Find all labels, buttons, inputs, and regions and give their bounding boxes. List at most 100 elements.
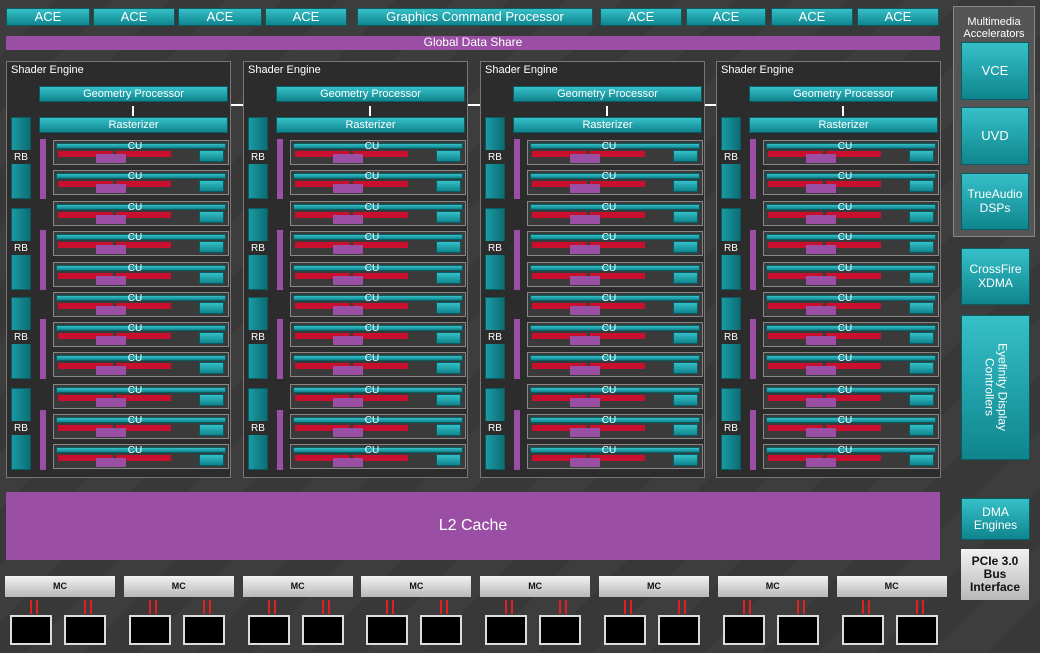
cu-cache xyxy=(673,362,698,374)
cu-purple xyxy=(333,428,363,437)
cu-label: CU xyxy=(127,384,143,396)
memory-arrow xyxy=(505,600,508,614)
cu-label: CU xyxy=(127,170,143,182)
cu-lanes xyxy=(590,212,645,218)
purple-strip xyxy=(514,319,520,379)
memory-chip xyxy=(722,615,765,645)
cu-lanes xyxy=(826,303,881,309)
ace: ACE xyxy=(93,8,175,26)
cu-purple xyxy=(806,215,836,224)
cu-label: CU xyxy=(364,170,380,182)
rasterizer: Rasterizer xyxy=(39,117,228,133)
rb-label: RB xyxy=(247,330,269,344)
cu-cache xyxy=(199,272,224,284)
cu-lanes xyxy=(768,242,823,248)
cu-lanes xyxy=(116,273,171,279)
cu-bar xyxy=(56,387,226,393)
cu-cache xyxy=(199,424,224,436)
cu-lanes xyxy=(826,395,881,401)
cu-lanes xyxy=(768,273,823,279)
cu-purple xyxy=(96,306,126,315)
cu-cache xyxy=(199,150,224,162)
cu-cache xyxy=(199,362,224,374)
cu-purple xyxy=(333,398,363,407)
cu-bar xyxy=(293,173,463,179)
cu-lanes xyxy=(353,273,408,279)
cu-purple xyxy=(806,154,836,163)
cu-cache xyxy=(909,180,934,192)
rasterizer: Rasterizer xyxy=(513,117,702,133)
memory-arrow xyxy=(273,600,276,614)
rb-label: RB xyxy=(10,241,32,255)
cu-bar xyxy=(56,143,226,149)
cu-lanes xyxy=(295,395,350,401)
cu-bar xyxy=(766,447,936,453)
cu-label: CU xyxy=(601,201,617,213)
cu-purple xyxy=(96,366,126,375)
cu-label: CU xyxy=(364,444,380,456)
cu-cache xyxy=(436,394,461,406)
cu-cache xyxy=(909,424,934,436)
cu-bar xyxy=(56,447,226,453)
rb-label: RB xyxy=(10,150,32,164)
cu-purple xyxy=(96,428,126,437)
rb-label: RB xyxy=(484,421,506,435)
memory-arrow xyxy=(511,600,514,614)
cu-lanes xyxy=(353,395,408,401)
cu-purple xyxy=(806,366,836,375)
cu-lanes xyxy=(590,455,645,461)
cu-bar xyxy=(56,355,226,361)
rb-label: RB xyxy=(247,241,269,255)
memory-arrow xyxy=(327,600,330,614)
rb-label: RB xyxy=(10,421,32,435)
cu-purple xyxy=(333,245,363,254)
cu-purple xyxy=(570,428,600,437)
cu-cache xyxy=(436,241,461,253)
cu-purple xyxy=(570,398,600,407)
cu-bar xyxy=(293,265,463,271)
connector-arrow xyxy=(132,106,134,116)
memory-chip xyxy=(128,615,171,645)
side-block: CrossFire XDMA xyxy=(961,248,1030,305)
cu-cache xyxy=(909,362,934,374)
rasterizer: Rasterizer xyxy=(749,117,938,133)
cu-cache xyxy=(436,362,461,374)
memory-arrow xyxy=(84,600,86,614)
memory-arrow xyxy=(392,600,395,614)
cu-purple xyxy=(570,215,600,224)
memory-arrow xyxy=(630,600,632,614)
cu-lanes xyxy=(295,181,350,187)
ace: ACE xyxy=(771,8,853,26)
cu-lanes xyxy=(826,242,881,248)
cu-bar xyxy=(293,387,463,393)
cu-cache xyxy=(199,454,224,466)
cu-bar xyxy=(766,417,936,423)
cu-label: CU xyxy=(601,322,617,334)
ace: ACE xyxy=(600,8,682,26)
cu-purple xyxy=(570,458,600,467)
memory-arrow xyxy=(148,600,151,614)
side-block: DMA Engines xyxy=(961,498,1030,540)
cu-label: CU xyxy=(364,231,380,243)
purple-strip xyxy=(750,139,756,199)
rb-label: RB xyxy=(484,241,506,255)
purple-strip xyxy=(750,319,756,379)
cu-bar xyxy=(530,355,700,361)
cu-lanes xyxy=(58,273,113,279)
cu-bar xyxy=(293,234,463,240)
cu-lanes xyxy=(58,303,113,309)
memory-arrow xyxy=(921,600,924,614)
cu-lanes xyxy=(295,363,350,369)
cu-purple xyxy=(333,458,363,467)
cu-lanes xyxy=(116,395,171,401)
ace: ACE xyxy=(265,8,347,26)
cu-lanes xyxy=(768,333,823,339)
geometry-processor: Geometry Processor xyxy=(749,86,938,102)
memory-arrow xyxy=(867,600,870,614)
cu-lanes xyxy=(532,151,587,157)
cu-lanes xyxy=(295,425,350,431)
cu-bar xyxy=(293,355,463,361)
cu-cache xyxy=(909,272,934,284)
cu-label: CU xyxy=(601,384,617,396)
